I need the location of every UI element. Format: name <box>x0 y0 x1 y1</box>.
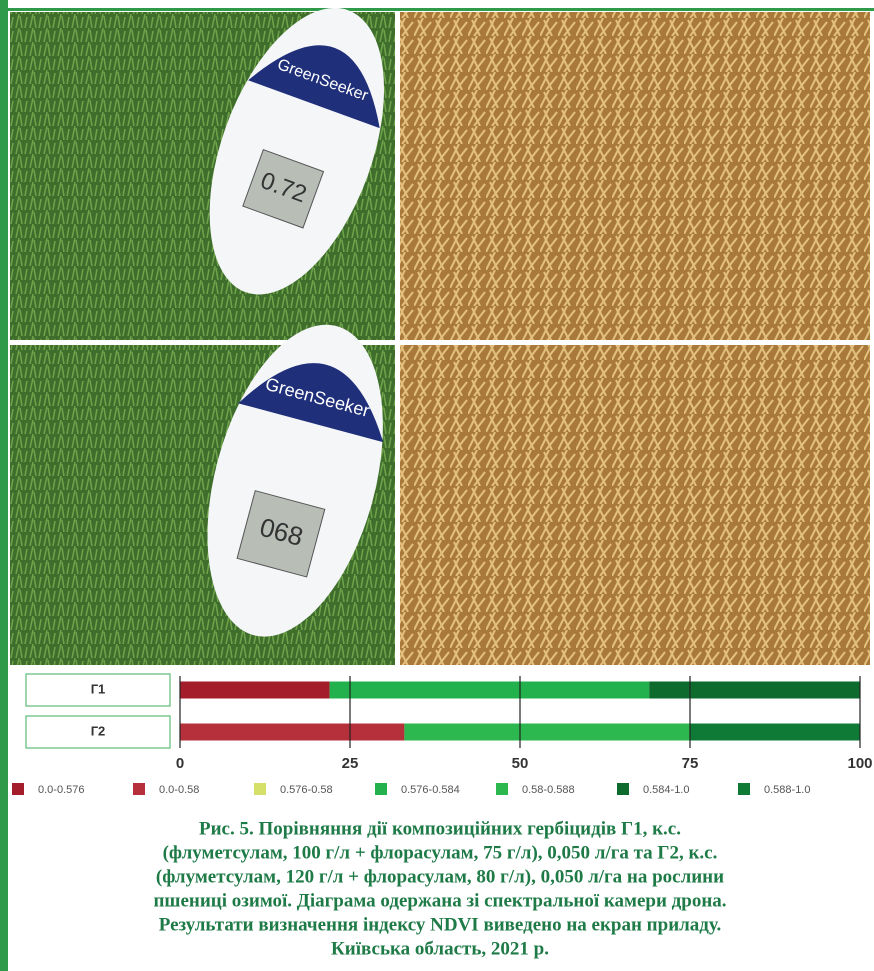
x-tick-label: 50 <box>512 755 529 772</box>
legend-swatch <box>12 783 24 795</box>
legend-swatch <box>738 783 750 795</box>
legend-label: 0.576-0.584 <box>401 784 460 796</box>
photo-wheat-weeds <box>400 345 870 665</box>
legend-label: 0.576-0.58 <box>280 784 333 796</box>
caption-line: (флуметсулам, 100 г/л + флорасулам, 75 г… <box>163 842 718 863</box>
device-top <box>248 45 380 129</box>
bar-segment <box>180 723 405 741</box>
border-left <box>0 0 8 971</box>
display <box>242 149 325 229</box>
bar-segment <box>180 681 330 699</box>
photo-wheat <box>400 12 870 340</box>
legend-label: 0.588-1.0 <box>764 784 810 796</box>
caption-line: пшениці озимої. Діаграма одержана зі спе… <box>153 890 726 911</box>
legend-swatch <box>254 783 266 795</box>
bar-segment <box>404 723 690 741</box>
category-box <box>25 715 171 749</box>
bar-segment <box>690 723 860 741</box>
device: GreenSeeker 068 <box>207 324 384 637</box>
x-tick-label: 100 <box>847 755 872 772</box>
legend-label: 0.0-0.576 <box>38 784 84 796</box>
device: GreenSeeker 0.72 <box>209 7 385 295</box>
display <box>236 490 326 578</box>
x-tick-label: 25 <box>342 755 359 772</box>
category-label: Г2 <box>91 723 106 738</box>
caption-line: Рис. 5. Порівняння дії композиційних гер… <box>199 818 681 839</box>
x-tick-label: 0 <box>176 755 184 772</box>
caption-line: Результати визначення індексу NDVI вивед… <box>159 914 722 935</box>
category-box <box>25 673 171 707</box>
bar-segment <box>329 681 650 699</box>
border-top <box>0 8 874 11</box>
bar-segment <box>649 681 860 699</box>
legend-label: 0.584-1.0 <box>643 784 689 796</box>
legend-label: 0.0-0.58 <box>159 784 199 796</box>
category-label: Г1 <box>91 681 106 696</box>
legend-swatch <box>617 783 629 795</box>
caption-line: Київська область, 2021 р. <box>331 938 549 959</box>
caption-line: (флуметсулам, 120 г/л + флорасулам, 80 г… <box>156 866 724 887</box>
legend-swatch <box>496 783 508 795</box>
legend-swatch <box>133 783 145 795</box>
x-tick-label: 75 <box>682 755 699 772</box>
legend-label: 0.58-0.588 <box>522 784 575 796</box>
legend-swatch <box>375 783 387 795</box>
device-top <box>238 363 384 443</box>
